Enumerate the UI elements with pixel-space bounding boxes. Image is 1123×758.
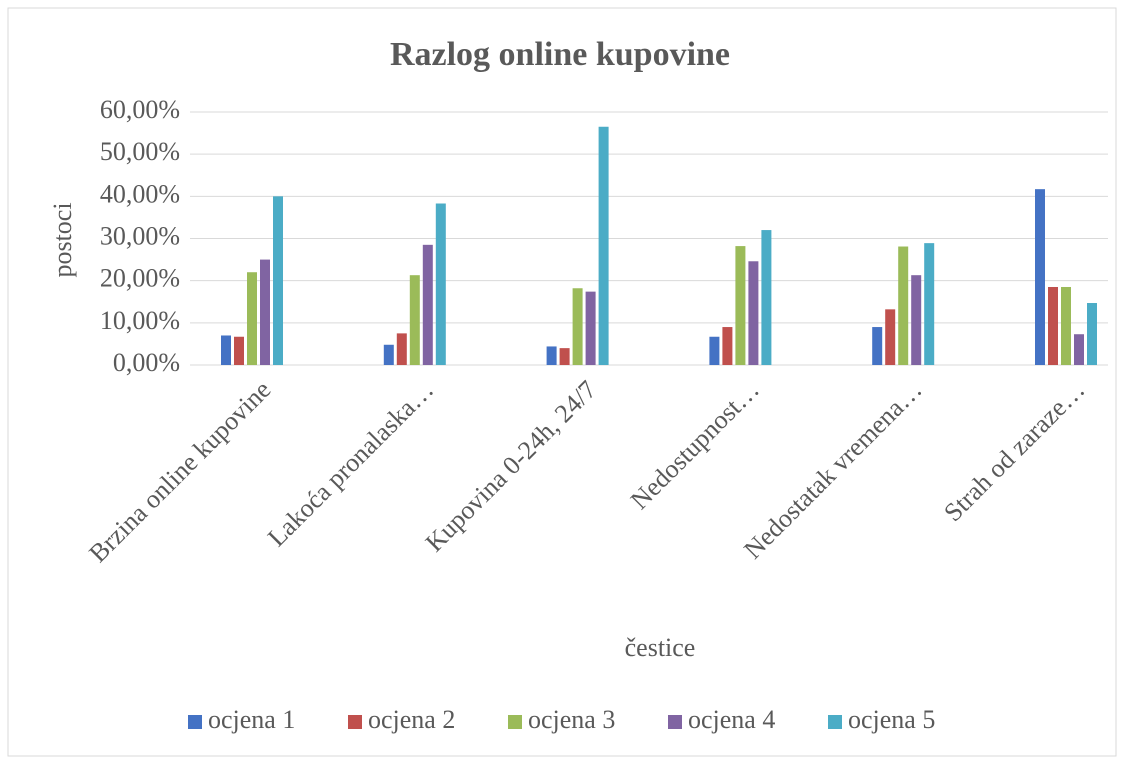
bar xyxy=(546,346,557,365)
bar xyxy=(1061,286,1071,365)
bar xyxy=(260,259,270,365)
legend-label: ocjena 5 xyxy=(848,705,935,734)
bar xyxy=(1048,286,1058,365)
y-tick-label: 10,00% xyxy=(100,306,180,335)
bar xyxy=(748,261,759,365)
chart-title: Razlog online kupovine xyxy=(390,36,730,73)
legend-swatch xyxy=(508,715,522,729)
y-tick-label: 30,00% xyxy=(100,221,180,250)
legend-swatch xyxy=(828,715,842,729)
bar xyxy=(885,309,896,365)
bar xyxy=(872,327,883,365)
x-axis-title: čestice xyxy=(625,633,696,662)
bar xyxy=(735,246,746,365)
y-tick-label: 50,00% xyxy=(100,137,180,166)
bar xyxy=(435,203,446,365)
bar xyxy=(598,126,609,365)
bar xyxy=(911,275,922,365)
y-tick-label: 40,00% xyxy=(100,179,180,208)
bar xyxy=(1035,189,1045,365)
bar xyxy=(396,333,407,365)
legend-swatch xyxy=(668,715,682,729)
bar xyxy=(409,275,420,365)
y-tick-label: 0,00% xyxy=(113,348,180,377)
bar xyxy=(221,335,231,365)
legend-label: ocjena 2 xyxy=(368,705,455,734)
bar xyxy=(761,230,772,365)
bar xyxy=(898,246,909,365)
bar xyxy=(572,288,583,365)
y-tick-label: 60,00% xyxy=(100,95,180,124)
bar xyxy=(234,336,244,365)
legend-swatch xyxy=(188,715,202,729)
bar xyxy=(383,344,394,365)
bar xyxy=(709,336,720,365)
legend-label: ocjena 3 xyxy=(528,705,615,734)
bar xyxy=(247,272,257,365)
legend-label: ocjena 1 xyxy=(208,705,295,734)
y-tick-label: 20,00% xyxy=(100,264,180,293)
bar xyxy=(559,348,570,365)
bar xyxy=(924,243,935,365)
bar xyxy=(1087,303,1097,365)
bar xyxy=(585,291,596,365)
bar xyxy=(722,327,733,365)
legend-label: ocjena 4 xyxy=(688,705,775,734)
chart-border xyxy=(7,7,1117,757)
bar xyxy=(422,244,433,365)
y-axis-title: postoci xyxy=(48,202,77,277)
legend-swatch xyxy=(348,715,362,729)
bar xyxy=(1074,334,1084,365)
bar xyxy=(273,196,283,365)
